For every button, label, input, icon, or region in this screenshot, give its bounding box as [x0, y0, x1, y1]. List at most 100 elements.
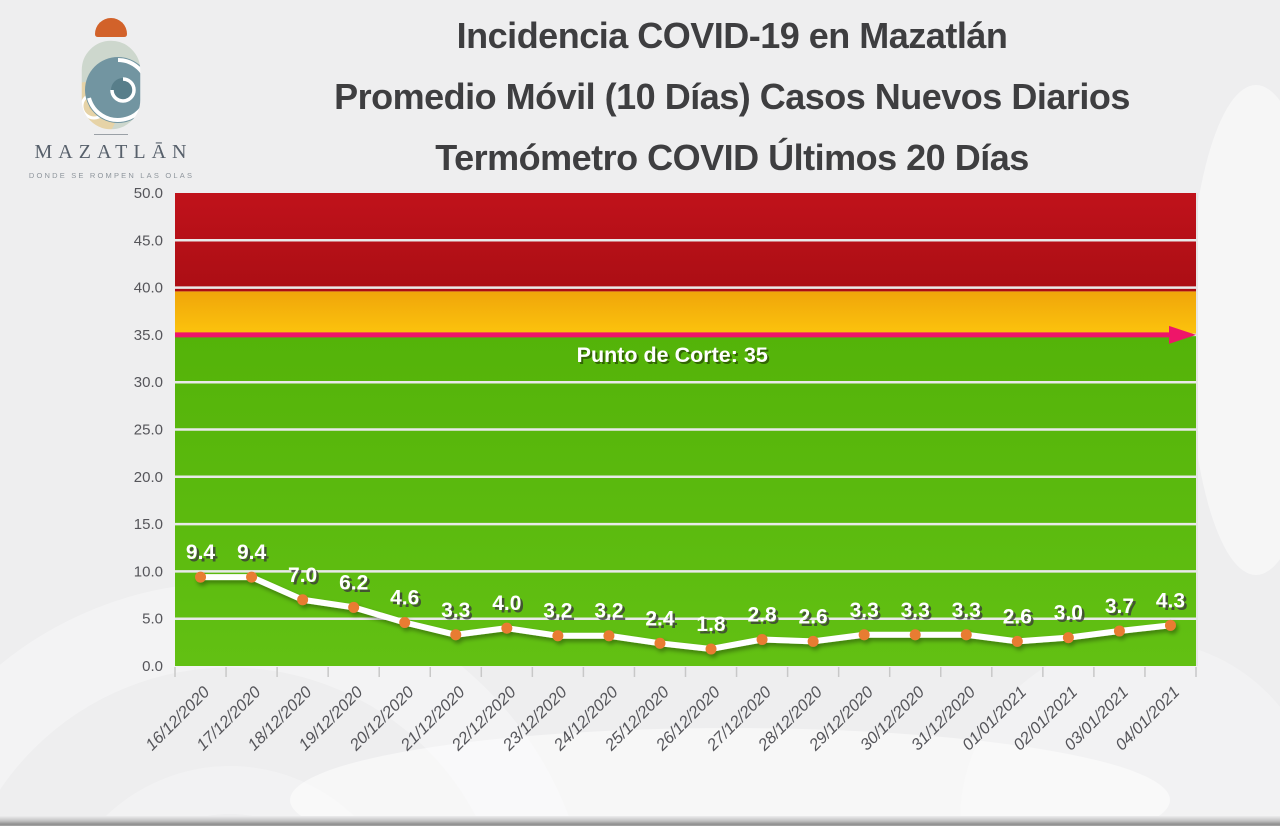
y-tick-label: 0.0 [142, 658, 163, 675]
data-label-shadow: 3.3 [852, 601, 881, 624]
data-label-shadow: 3.7 [1107, 597, 1136, 620]
data-label: 3.3 [441, 599, 470, 622]
band-rojo [175, 193, 1196, 292]
y-tick-label: 5.0 [142, 611, 163, 628]
logo-tagline: DONDE SE ROMPEN LAS OLAS [28, 171, 195, 180]
data-label-shadow: 3.2 [597, 602, 626, 625]
mazatlan-shell-icon [79, 18, 142, 131]
data-label-shadow: 4.3 [1158, 592, 1187, 615]
x-axis-ticks [174, 667, 1197, 677]
x-axis-labels: 16/12/202017/12/202018/12/202019/12/2020… [142, 683, 1183, 755]
slide-bottom-edge [0, 816, 1280, 826]
thermometer-bands [175, 193, 1196, 666]
data-label-shadow: 4.0 [495, 595, 524, 618]
data-label: 9.4 [237, 541, 267, 564]
data-label: 7.0 [288, 564, 317, 587]
logo-shell-outline [79, 39, 142, 131]
data-label: 3.2 [543, 600, 572, 623]
band-verde [175, 334, 1196, 666]
data-label: 9.4 [186, 541, 216, 564]
data-label-shadow: 2.4 [648, 610, 678, 633]
title-line-3: Termómetro COVID Últimos 20 Días [435, 137, 1029, 178]
data-label-shadow: 3.2 [546, 602, 575, 625]
data-point [960, 629, 972, 641]
data-label-shadow: 3.3 [444, 601, 473, 624]
data-label-shadow: 3.0 [1056, 604, 1085, 627]
data-labels: 9.49.4 9.49.47.07.0 6.26.24.64.63.33.3 4.04… [186, 541, 1188, 638]
data-label: 3.2 [594, 600, 623, 623]
data-label-shadow: 4.6 [393, 589, 422, 612]
watermark-wave-right [1188, 85, 1280, 575]
data-point [501, 622, 513, 634]
data-label: 6.2 [339, 571, 368, 594]
data-label: 1.8 [696, 613, 726, 636]
covid-thermometer-chart: 0.0 5.0 10.0 15.0 20.0 25.0 30.0 35.0 40.0 45.0 50… [0, 180, 1280, 826]
chart-title-block: Incidencia COVID-19 en Mazatlán Promedio… [198, 5, 1266, 188]
logo-shell-body [80, 40, 141, 130]
data-label: 3.3 [901, 599, 930, 622]
data-point [705, 643, 717, 655]
data-label-shadow: 3.3 [954, 601, 983, 624]
data-label-shadow: 7.0 [291, 566, 320, 589]
data-point [1011, 635, 1023, 647]
data-label: 4.0 [492, 592, 521, 615]
band-amarillo [175, 291, 1196, 335]
data-label-shadow: 9.4 [188, 544, 218, 567]
y-axis-labels: 0.0 5.0 10.0 15.0 20.0 25.0 30.0 35.0 40.0 45.0 50… [134, 185, 163, 675]
y-tick-label: 40.0 [134, 280, 163, 297]
data-label-shadow: 9.4 [239, 544, 269, 567]
data-point [552, 630, 564, 642]
y-tick-label: 10.0 [134, 563, 163, 580]
y-tick-label: 20.0 [134, 469, 163, 486]
cutoff-label: Punto de Corte: 35 [577, 343, 768, 367]
watermark-swirl-inner [96, 766, 364, 826]
cutoff-arrowhead [1169, 325, 1196, 344]
y-tick-label: 15.0 [134, 516, 163, 533]
data-point [909, 629, 921, 641]
data-label-shadow: 6.2 [342, 574, 371, 597]
data-label: 2.6 [1003, 605, 1032, 628]
title-line-2: Promedio Móvil (10 Días) Casos Nuevos Di… [334, 76, 1130, 117]
data-point [348, 601, 360, 613]
mazatlan-logo: MAZATLĀN DONDE SE ROMPEN LAS OLAS [18, 10, 203, 180]
data-label: 4.6 [390, 586, 419, 609]
cutoff-label-shadow: Punto de Corte: 35 [579, 345, 770, 369]
y-tick-label: 25.0 [134, 422, 163, 439]
data-label: 2.6 [799, 605, 828, 628]
data-point [654, 637, 666, 649]
y-tick-label: 50.0 [134, 185, 163, 202]
data-label: 3.7 [1105, 595, 1134, 618]
data-point [858, 629, 870, 641]
data-label-shadow: 2.8 [750, 606, 780, 629]
y-tick-label: 35.0 [134, 327, 163, 344]
logo-divider [93, 134, 128, 135]
data-label-shadow: 2.6 [801, 608, 830, 631]
data-point [756, 634, 768, 646]
data-series [195, 571, 1176, 655]
data-label: 3.3 [952, 599, 981, 622]
data-label: 2.8 [747, 604, 777, 627]
data-point [1164, 619, 1176, 631]
y-tick-label: 45.0 [134, 232, 163, 249]
chart-canvas: 0.0 5.0 10.0 15.0 20.0 25.0 30.0 35.0 40.0 45.0 50… [134, 185, 1198, 755]
data-label: 4.3 [1156, 589, 1185, 612]
data-point [1062, 632, 1074, 644]
series-line [197, 574, 1174, 652]
data-label-shadow: 1.8 [699, 615, 729, 638]
y-tick-label: 30.0 [134, 374, 163, 391]
logo-sun-shape [94, 18, 127, 37]
data-label: 2.4 [645, 607, 675, 630]
data-label-shadow: 2.6 [1005, 608, 1034, 631]
data-label-shadow: 3.3 [903, 601, 932, 624]
data-point [1113, 625, 1125, 637]
data-label: 3.3 [850, 599, 879, 622]
data-point [603, 630, 615, 642]
title-line-1: Incidencia COVID-19 en Mazatlán [456, 15, 1008, 56]
data-point [246, 571, 258, 583]
data-label: 3.0 [1054, 602, 1083, 625]
data-point [399, 616, 411, 628]
watermark-wave-corner [960, 640, 1280, 826]
data-point [807, 635, 819, 647]
